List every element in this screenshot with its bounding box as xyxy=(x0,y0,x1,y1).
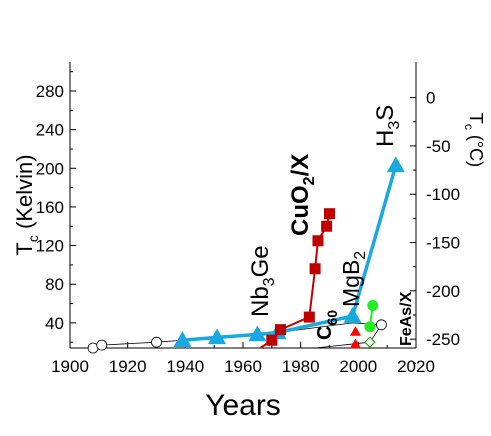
data-point-s2 xyxy=(343,307,362,323)
data-point-s3 xyxy=(324,208,335,220)
y-tick-label-left: 120 xyxy=(36,237,64,256)
data-point-s3 xyxy=(312,235,324,247)
x-tick-label: 1920 xyxy=(109,357,147,376)
svg-text:MgB2: MgB2 xyxy=(338,251,369,307)
data-point-s4 xyxy=(349,326,361,336)
svg-text:C60: C60 xyxy=(314,310,340,340)
x-axis-title: Years xyxy=(205,389,281,422)
data-point-s5 xyxy=(367,299,379,311)
y-tick-label-left: 200 xyxy=(36,159,64,178)
y-axis-title-right: Tc (°C) xyxy=(462,113,486,167)
y-axis-title-right-sub: c xyxy=(462,124,476,130)
data-point-s2 xyxy=(208,328,227,345)
svg-text:H3S: H3S xyxy=(372,105,403,147)
annotation-c60: C60 xyxy=(314,310,340,340)
annotation-h3s: H3S xyxy=(372,105,403,147)
y-tick-label-left: 80 xyxy=(45,275,64,294)
ticks-layer: 1900 1920 1940 1960 1980 2000 2020408012016020… xyxy=(36,71,460,376)
data-point-s1 xyxy=(375,319,387,331)
x-tick-label: 1980 xyxy=(282,357,320,376)
y-tick-label-right: 0 xyxy=(426,89,435,108)
y-axis-title-left: Tc (Kelvin) xyxy=(12,154,41,255)
data-point-s5 xyxy=(364,321,376,333)
data-point-s3 xyxy=(321,220,333,232)
y-tick-label-right: -150 xyxy=(426,234,460,253)
svg-text:CuO2/X: CuO2/X xyxy=(287,154,318,236)
conventional-series-line xyxy=(182,164,398,343)
y-axis-title-left-main: T xyxy=(12,242,37,255)
x-tick-label: 1940 xyxy=(166,357,204,376)
plot-frame xyxy=(69,62,417,349)
y-tick-label-right: -50 xyxy=(426,137,451,156)
svg-text:FeAs/X: FeAs/X xyxy=(398,291,415,346)
svg-text:Nb3Ge: Nb3Ge xyxy=(247,245,278,317)
y-tick-label-left: 160 xyxy=(36,198,64,217)
data-point-s2 xyxy=(248,325,267,342)
y-axis-title-left-sub: c xyxy=(25,235,41,242)
data-point-s3 xyxy=(309,263,321,275)
data-point-s3 xyxy=(266,334,278,346)
annotation-cuo2x: CuO2/X xyxy=(287,154,318,236)
annotation-feasx: FeAs/X xyxy=(398,291,415,346)
data-point-s2 xyxy=(173,331,192,348)
x-tick-label: 2000 xyxy=(339,357,377,376)
data-point-s4 xyxy=(349,338,361,349)
svg-text:Tc (Kelvin): Tc (Kelvin) xyxy=(12,154,41,255)
y-axis-title-right-unit: (°C) xyxy=(466,135,486,167)
data-point-s6 xyxy=(364,336,376,348)
y-tick-label-right: -200 xyxy=(426,282,460,301)
data-point-s3 xyxy=(274,324,286,336)
y-tick-label-right: -100 xyxy=(426,185,460,204)
y-axis-title-left-unit: (Kelvin) xyxy=(12,154,37,229)
annotation-nb3ge: Nb3Ge xyxy=(247,245,278,317)
x-tick-label: 1900 xyxy=(51,357,89,376)
series-marks xyxy=(87,156,405,354)
y-tick-label-left: 240 xyxy=(36,121,64,140)
data-point-s0 xyxy=(151,336,162,348)
y-tick-label-left: 280 xyxy=(36,82,64,101)
data-point-s0 xyxy=(96,339,108,351)
annotation-mgb2: MgB2 xyxy=(338,251,369,307)
data-point-s2 xyxy=(386,156,405,173)
y-tick-label-right: -250 xyxy=(426,330,460,349)
svg-text:Tc (°C): Tc (°C) xyxy=(462,113,486,167)
x-tick-label: 2020 xyxy=(397,357,435,376)
x-tick-label: 1960 xyxy=(224,357,262,376)
y-axis-title-right-main: T xyxy=(466,113,486,124)
y-tick-label-left: 40 xyxy=(45,314,64,333)
data-point-s3 xyxy=(303,311,315,323)
